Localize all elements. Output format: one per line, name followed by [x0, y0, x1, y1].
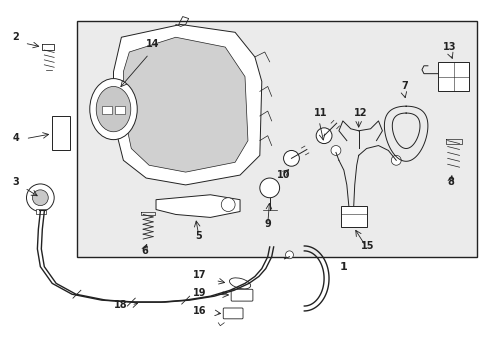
- Ellipse shape: [90, 78, 137, 140]
- Text: 8: 8: [447, 177, 454, 187]
- Text: 4: 4: [13, 132, 20, 143]
- Ellipse shape: [96, 86, 130, 132]
- Text: 5: 5: [195, 231, 202, 241]
- Bar: [52, 116, 70, 150]
- Polygon shape: [123, 37, 247, 172]
- FancyBboxPatch shape: [223, 308, 243, 319]
- Bar: [437, 62, 468, 91]
- Text: 6: 6: [141, 246, 148, 256]
- Text: 14: 14: [146, 39, 159, 49]
- Text: 19: 19: [192, 288, 205, 298]
- Circle shape: [316, 128, 331, 144]
- Text: 10: 10: [276, 170, 289, 180]
- Text: 3: 3: [13, 177, 20, 187]
- Circle shape: [285, 251, 293, 259]
- Text: 7: 7: [400, 81, 407, 91]
- Text: 13: 13: [442, 42, 455, 52]
- Text: 17: 17: [192, 270, 205, 280]
- Circle shape: [32, 190, 48, 206]
- Bar: [340, 206, 366, 227]
- Circle shape: [283, 150, 299, 166]
- Text: 16: 16: [192, 306, 205, 316]
- Text: 1: 1: [339, 262, 347, 272]
- Circle shape: [221, 198, 235, 212]
- FancyBboxPatch shape: [231, 289, 252, 301]
- Text: 11: 11: [314, 108, 327, 118]
- Text: 9: 9: [264, 219, 271, 229]
- Circle shape: [26, 184, 54, 212]
- Text: 2: 2: [13, 32, 20, 42]
- Text: 15: 15: [360, 241, 373, 251]
- Bar: [102, 106, 111, 114]
- Circle shape: [259, 178, 279, 198]
- Text: 18: 18: [113, 300, 127, 310]
- Polygon shape: [113, 24, 261, 185]
- Circle shape: [330, 145, 340, 156]
- Ellipse shape: [229, 278, 250, 289]
- Text: 12: 12: [353, 108, 366, 118]
- Bar: [36, 208, 46, 215]
- Polygon shape: [156, 195, 240, 217]
- Bar: [77, 21, 476, 257]
- Bar: [115, 106, 125, 114]
- Circle shape: [390, 156, 400, 165]
